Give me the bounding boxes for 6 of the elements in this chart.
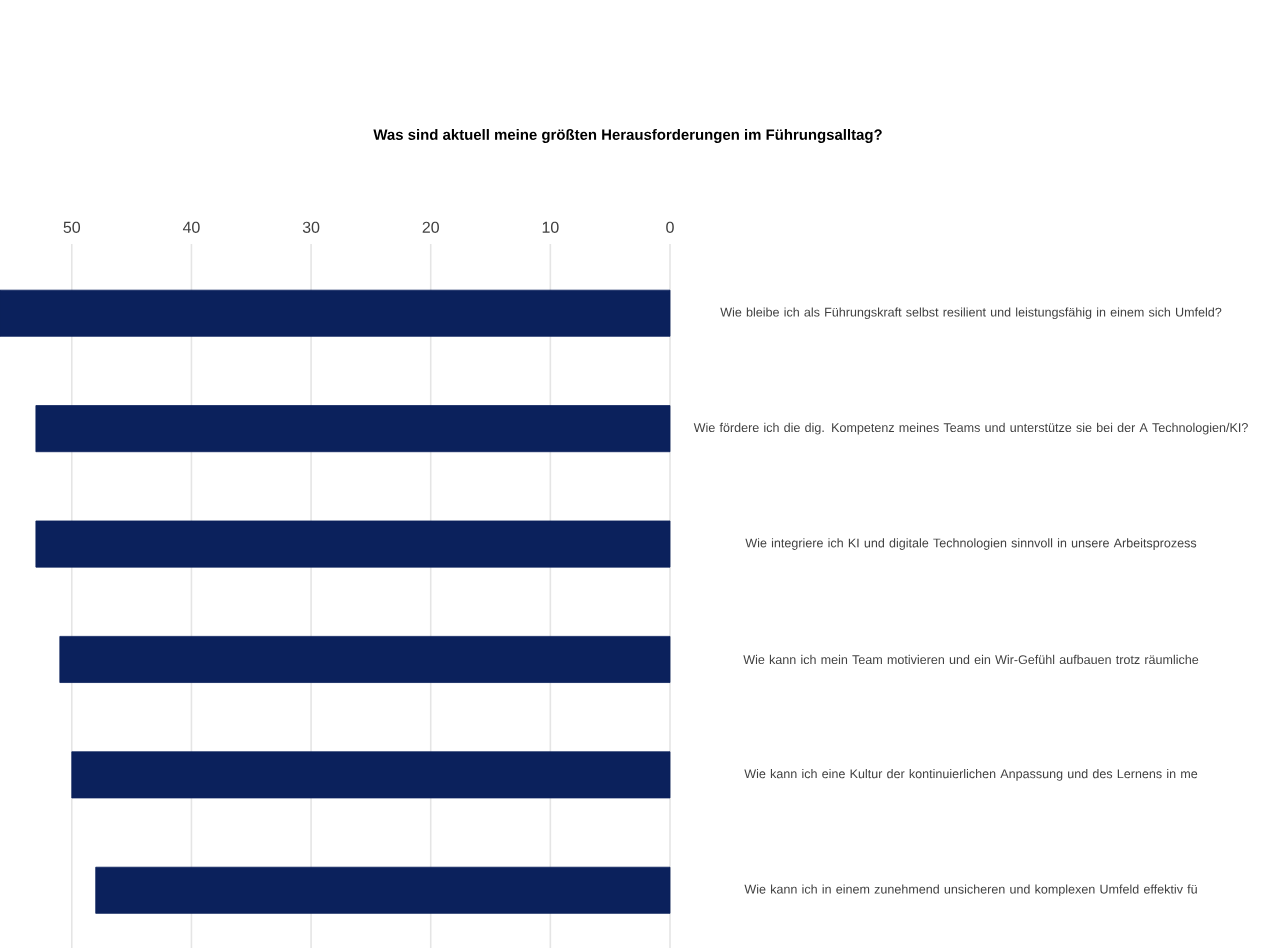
bar bbox=[0, 289, 671, 337]
bar bbox=[59, 635, 671, 683]
bar bbox=[95, 866, 671, 914]
bar bbox=[71, 751, 671, 799]
bar bbox=[35, 520, 671, 568]
bar bbox=[35, 405, 671, 453]
